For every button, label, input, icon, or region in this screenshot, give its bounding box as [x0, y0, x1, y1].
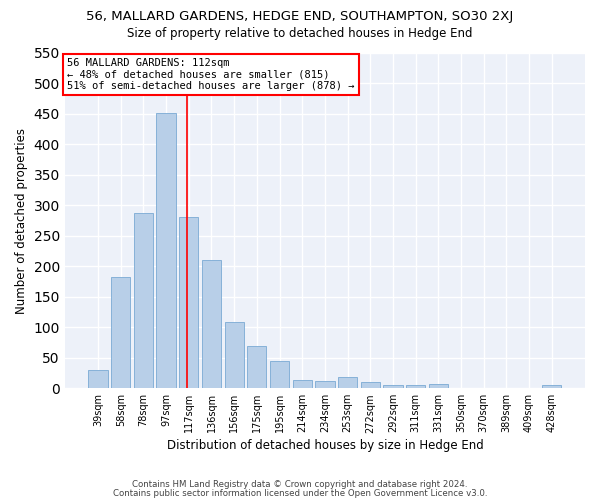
Bar	[179, 217, 199, 388]
Bar	[542, 384, 562, 388]
Bar	[406, 385, 425, 388]
Y-axis label: Number of detached properties: Number of detached properties	[15, 128, 28, 314]
Bar	[202, 260, 221, 388]
Bar	[315, 382, 335, 388]
Bar	[134, 212, 153, 388]
Bar	[224, 322, 244, 388]
Bar	[293, 380, 312, 388]
Bar	[270, 361, 289, 388]
Bar	[361, 382, 380, 388]
Text: 56 MALLARD GARDENS: 112sqm
← 48% of detached houses are smaller (815)
51% of sem: 56 MALLARD GARDENS: 112sqm ← 48% of deta…	[67, 58, 355, 91]
Bar	[247, 346, 266, 388]
Text: Contains HM Land Registry data © Crown copyright and database right 2024.: Contains HM Land Registry data © Crown c…	[132, 480, 468, 489]
Text: Contains public sector information licensed under the Open Government Licence v3: Contains public sector information licen…	[113, 490, 487, 498]
Bar	[338, 376, 357, 388]
Bar	[428, 384, 448, 388]
Text: Size of property relative to detached houses in Hedge End: Size of property relative to detached ho…	[127, 28, 473, 40]
Bar	[157, 112, 176, 388]
Text: 56, MALLARD GARDENS, HEDGE END, SOUTHAMPTON, SO30 2XJ: 56, MALLARD GARDENS, HEDGE END, SOUTHAMP…	[86, 10, 514, 23]
Bar	[383, 385, 403, 388]
Bar	[111, 276, 130, 388]
Bar	[88, 370, 108, 388]
X-axis label: Distribution of detached houses by size in Hedge End: Distribution of detached houses by size …	[167, 440, 483, 452]
